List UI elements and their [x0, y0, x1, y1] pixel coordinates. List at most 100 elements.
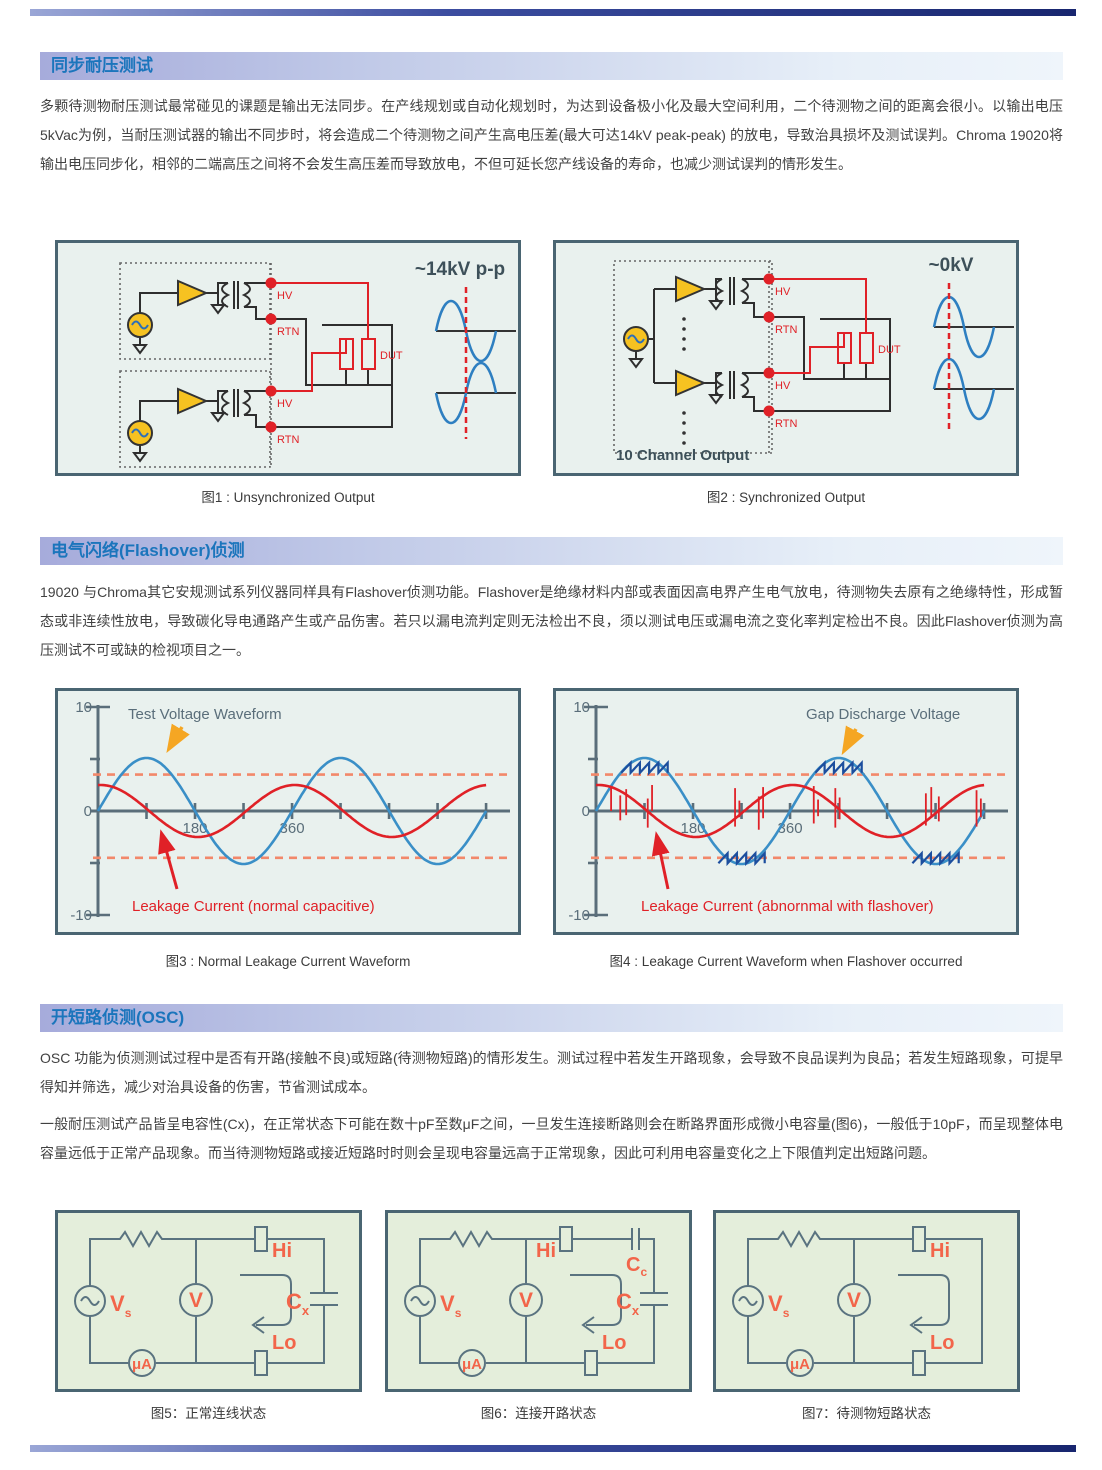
svg-text:360: 360	[778, 820, 803, 837]
terminal-labels: HV RTN HV RTN DUT	[277, 290, 403, 446]
dut-element	[837, 332, 852, 364]
ac-source-icon	[732, 1285, 764, 1317]
hi-terminal	[912, 1226, 926, 1252]
fig1-unsynchronized-diagram: HV RTN HV RTN DUT ~14kV p-p	[55, 240, 521, 476]
svg-text:HV: HV	[277, 398, 293, 410]
voltmeter-label: V	[189, 1289, 203, 1312]
ac-source-icon	[74, 1285, 106, 1317]
fig5-caption: 图5：正常连线状态	[150, 1406, 267, 1421]
svg-text:180: 180	[681, 820, 706, 837]
voltmeter-icon	[509, 1283, 543, 1317]
chart-plot-area: 0 10 -10 180 360	[568, 699, 1008, 924]
svg-text:-10: -10	[568, 907, 590, 924]
ammeter-icon	[786, 1349, 814, 1377]
svg-text:HV: HV	[775, 286, 791, 298]
svg-text:DUT: DUT	[878, 344, 901, 356]
voltage-curve-label: Test Voltage Waveform	[128, 706, 282, 723]
osc-body-text-2: 一般耐压测试产品皆呈电容性(Cx)，在正常状态下可能在数十pF至数μF之间，一旦…	[40, 1116, 1063, 1161]
hi-label: Hi	[536, 1240, 556, 1262]
svg-text:RTN: RTN	[277, 434, 299, 446]
fig1-svg: HV RTN HV RTN DUT ~14kV p-p	[119, 259, 516, 468]
hv-red-wires	[271, 282, 369, 392]
svg-text:0: 0	[84, 803, 92, 820]
channel-ellipsis-dots	[682, 317, 686, 445]
hi-terminal	[559, 1226, 573, 1252]
source-label: Vs	[768, 1291, 790, 1320]
fig6-svg: Hi Cc Vs V μA Lo Cx	[404, 1226, 668, 1377]
cx-label: Cx	[286, 1289, 310, 1318]
terminal-labels: HV RTN HV RTN DUT	[775, 286, 901, 430]
orange-arrow-icon	[841, 725, 865, 756]
ammeter-icon	[458, 1349, 486, 1377]
fig3-caption: 图3 : Normal Leakage Current Waveform	[165, 954, 411, 969]
ammeter-label: μA	[462, 1356, 482, 1373]
fig7-caption: 图7：待测物短路状态	[801, 1406, 931, 1421]
channel2-dashed-box	[119, 370, 271, 468]
terminal-dots	[763, 273, 775, 417]
svg-text:HV: HV	[775, 380, 791, 392]
amplifier-icon	[675, 275, 707, 303]
cc-label: Cc	[626, 1254, 647, 1279]
bottom-decor-bar	[30, 1445, 1076, 1452]
terminal-dots	[265, 277, 277, 433]
svg-text:0: 0	[582, 803, 590, 820]
fig1-caption: 图1 : Unsynchronized Output	[201, 490, 375, 505]
output-waveforms	[434, 287, 516, 439]
svg-text:HV: HV	[277, 290, 293, 302]
fig5-normal-connection-circuit: Vs V μA Hi Lo Cx	[55, 1210, 362, 1392]
ac-source-icon	[404, 1285, 436, 1317]
channel-output-note: 10 Channel Output	[616, 447, 749, 464]
leakage-current-label: Leakage Current (normal capacitive)	[132, 898, 375, 915]
osc-body-text-1: OSC 功能为侦测测试过程中是否有开路(接触不良)或短路(待测物短路)的情形发生…	[40, 1050, 1063, 1095]
voltage-diff-label: ~0kV	[929, 255, 974, 276]
svg-text:360: 360	[280, 820, 305, 837]
voltmeter-label: V	[847, 1289, 861, 1312]
channel1-dashed-box	[119, 262, 271, 360]
red-arrow-icon	[158, 829, 179, 890]
fig2-synchronized-diagram: HV RTN HV RTN DUT ~0kV 10 Channel Output	[553, 240, 1019, 476]
voltage-diff-label: ~14kV p-p	[415, 259, 505, 280]
flashover-body-text: 19020 与Chroma其它安规测试系列仪器同样具有Flashover侦测功能…	[40, 584, 1063, 658]
chart-plot-area: 0 10 -10 180 360	[70, 699, 510, 924]
ammeter-icon	[128, 1349, 156, 1377]
source-label: Vs	[440, 1291, 462, 1320]
lo-terminal	[912, 1350, 926, 1376]
svg-text:RTN: RTN	[277, 326, 299, 338]
fig6-caption: 图6：连接开路状态	[480, 1406, 597, 1421]
hi-label: Hi	[272, 1240, 292, 1262]
fig4-flashover-leakage-chart: 0 10 -10 180 360 Gap Discharge Voltage Leaka…	[553, 688, 1019, 935]
dut-element	[859, 332, 874, 364]
fig3-svg: 0 10 -10 180 360 Test Voltage Waveform Leaka…	[70, 699, 510, 924]
voltmeter-icon	[837, 1283, 871, 1317]
orange-arrow-icon	[166, 723, 190, 754]
dut-network-wires	[271, 318, 393, 428]
fig2-svg: HV RTN HV RTN DUT ~0kV 10 Channel Output	[613, 255, 1014, 464]
hv-red-wires	[769, 278, 867, 374]
top-decor-bar	[30, 9, 1076, 16]
gap-discharge-label: Gap Discharge Voltage	[806, 706, 960, 723]
lo-label: Lo	[930, 1332, 954, 1354]
dut-network-wires	[769, 316, 891, 412]
channel-2-circuit	[127, 387, 271, 463]
fig6-open-circuit-circuit: Hi Cc Vs V μA Lo Cx	[385, 1210, 692, 1392]
fig7-svg: Hi Lo Vs V μA	[732, 1226, 983, 1377]
ammeter-label: μA	[132, 1356, 152, 1373]
svg-text:DUT: DUT	[380, 350, 403, 362]
source-label: Vs	[110, 1291, 132, 1320]
fig4-svg: 0 10 -10 180 360 Gap Discharge Voltage Leaka…	[568, 699, 1008, 924]
voltmeter-label: V	[519, 1289, 533, 1312]
amplifier-icon	[675, 369, 707, 397]
section-header-sync: 同步耐压测试	[40, 52, 1063, 80]
fig4-caption: 图4 : Leakage Current Waveform when Flash…	[609, 954, 963, 969]
channel-1-circuit	[127, 279, 271, 355]
svg-text:10: 10	[75, 699, 92, 716]
svg-text:10: 10	[573, 699, 590, 716]
fig3-normal-leakage-chart: 0 10 -10 180 360 Test Voltage Waveform Leaka…	[55, 688, 521, 935]
sync-body-text: 多颗待测物耐压测试最常碰见的课题是输出无法同步。在产线规划或自动化规划时，为达到…	[40, 98, 1063, 172]
lo-terminal	[254, 1350, 268, 1376]
lo-label: Lo	[272, 1332, 296, 1354]
lo-label: Lo	[602, 1332, 626, 1354]
hi-label: Hi	[930, 1240, 950, 1262]
amplifier-icon	[177, 387, 209, 415]
